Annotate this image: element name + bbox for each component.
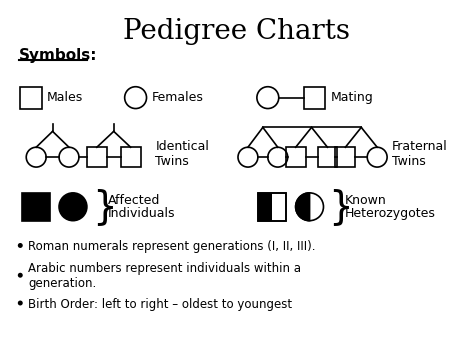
Text: }: } (92, 188, 117, 226)
Text: Individuals: Individuals (108, 207, 175, 220)
Text: Birth Order: left to right – oldest to youngest: Birth Order: left to right – oldest to y… (28, 297, 292, 311)
Text: Arabic numbers represent individuals within a
generation.: Arabic numbers represent individuals wit… (28, 262, 301, 290)
Text: Females: Females (152, 91, 203, 104)
Bar (258, 193, 272, 221)
Circle shape (18, 301, 23, 306)
Circle shape (18, 273, 23, 278)
Bar (20, 87, 42, 109)
Bar (258, 193, 286, 221)
Circle shape (59, 193, 87, 221)
Bar (22, 193, 50, 221)
Bar (286, 147, 306, 167)
Text: Affected: Affected (108, 194, 160, 207)
Bar (304, 87, 326, 109)
Circle shape (18, 243, 23, 248)
Text: }: } (328, 188, 353, 226)
Text: Symbols:: Symbols: (19, 48, 98, 63)
Text: Fraternal
Twins: Fraternal Twins (392, 140, 448, 168)
Bar (87, 147, 107, 167)
Bar (258, 193, 286, 221)
Text: Pedigree Charts: Pedigree Charts (124, 18, 350, 45)
Text: Males: Males (47, 91, 83, 104)
Wedge shape (296, 193, 310, 221)
Text: Heterozygotes: Heterozygotes (345, 207, 435, 220)
Text: Known: Known (345, 194, 386, 207)
Text: Mating: Mating (330, 91, 373, 104)
Bar (121, 147, 141, 167)
Bar (336, 147, 356, 167)
Text: Roman numerals represent generations (I, II, III).: Roman numerals represent generations (I,… (28, 240, 316, 253)
Bar (318, 147, 337, 167)
Text: Identical
Twins: Identical Twins (155, 140, 210, 168)
